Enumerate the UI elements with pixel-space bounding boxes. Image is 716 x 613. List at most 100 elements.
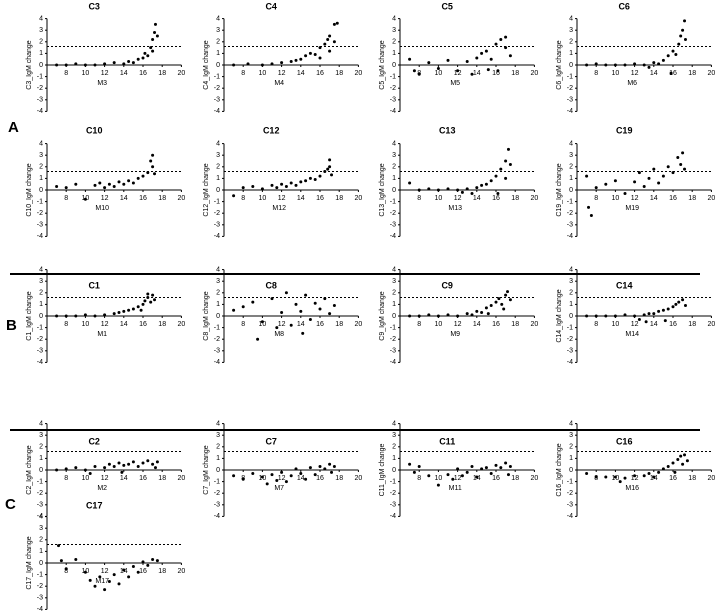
y-tick-label: 3 xyxy=(569,432,573,439)
y-tick-label: 0 xyxy=(392,467,396,474)
data-point xyxy=(93,183,97,187)
y-tick-label: 1 xyxy=(39,548,43,555)
y-tick-label: -4 xyxy=(37,513,43,520)
x-tick-label: 20 xyxy=(708,70,716,77)
y-axis-label: C6_IgM change xyxy=(556,40,563,90)
data-point xyxy=(417,72,421,76)
data-point xyxy=(299,309,303,313)
x-axis-label: M12 xyxy=(272,205,286,212)
y-tick-label: 0 xyxy=(392,313,396,320)
data-point xyxy=(633,62,637,66)
data-point xyxy=(151,165,155,169)
data-point xyxy=(304,477,308,481)
x-tick-label: 8 xyxy=(241,321,245,328)
data-point xyxy=(502,307,506,311)
y-tick-label: -2 xyxy=(390,85,396,92)
data-point xyxy=(136,570,140,574)
data-point xyxy=(55,63,59,67)
y-tick-label: 0 xyxy=(216,187,220,194)
y-axis-label: C17_IgM change xyxy=(26,536,33,589)
y-tick-label: 3 xyxy=(216,278,220,285)
data-point xyxy=(280,61,284,65)
data-point xyxy=(151,293,155,297)
data-point xyxy=(647,312,651,316)
data-point xyxy=(470,313,474,317)
data-point xyxy=(83,468,87,472)
x-tick-label: 8 xyxy=(64,568,68,575)
x-tick-label: 16 xyxy=(492,70,500,77)
y-tick-label: -2 xyxy=(390,210,396,217)
data-point xyxy=(465,312,469,316)
data-point xyxy=(506,290,510,294)
chart-title: C16 xyxy=(616,436,633,446)
y-axis-label: C10_IgM change xyxy=(26,163,33,216)
data-point xyxy=(146,459,150,463)
data-point xyxy=(241,186,245,190)
data-point xyxy=(470,465,474,469)
data-point xyxy=(136,305,140,309)
data-point xyxy=(260,320,264,324)
data-point xyxy=(323,297,327,301)
data-point xyxy=(604,475,608,479)
data-point xyxy=(587,205,591,209)
data-point xyxy=(683,304,687,308)
data-point xyxy=(679,454,683,458)
chart-title: C13 xyxy=(439,125,456,135)
data-point xyxy=(141,56,145,60)
data-point xyxy=(122,309,126,313)
x-tick-label: 14 xyxy=(120,475,128,482)
data-point xyxy=(127,462,131,466)
data-point xyxy=(284,480,288,484)
data-point xyxy=(613,314,617,318)
x-tick-label: 20 xyxy=(531,475,539,482)
x-tick-label: 16 xyxy=(669,70,677,77)
data-point xyxy=(673,470,677,474)
data-point xyxy=(499,167,503,171)
x-tick-label: 20 xyxy=(355,321,363,328)
data-point xyxy=(604,314,608,318)
data-point xyxy=(141,461,145,465)
data-point xyxy=(117,180,121,184)
data-point xyxy=(408,57,412,61)
data-point xyxy=(74,314,78,318)
y-axis-label: C3_IgM change xyxy=(26,40,33,90)
data-point xyxy=(504,293,508,297)
x-tick-label: 10 xyxy=(612,195,620,202)
x-tick-label: 16 xyxy=(669,475,677,482)
data-point xyxy=(141,560,145,564)
data-point xyxy=(149,159,153,163)
y-tick-label: -4 xyxy=(567,108,573,115)
data-point xyxy=(143,299,147,303)
data-point xyxy=(107,462,111,466)
data-point xyxy=(663,319,667,323)
data-point xyxy=(127,179,131,183)
data-point xyxy=(408,314,412,318)
data-point xyxy=(652,167,656,171)
y-tick-label: 2 xyxy=(216,39,220,46)
data-point xyxy=(246,62,250,66)
data-point xyxy=(417,314,421,318)
y-tick-label: 4 xyxy=(569,140,573,147)
y-tick-label: 4 xyxy=(39,140,43,147)
data-point xyxy=(657,309,661,313)
data-point xyxy=(671,305,675,309)
data-point xyxy=(270,297,274,301)
x-tick-label: 20 xyxy=(178,70,186,77)
data-point xyxy=(93,314,97,318)
data-point xyxy=(470,191,474,195)
chart-title: C3 xyxy=(88,1,100,11)
data-point xyxy=(153,22,157,26)
data-point xyxy=(275,478,279,482)
data-point xyxy=(153,298,157,302)
data-point xyxy=(127,308,131,312)
y-tick-label: 3 xyxy=(392,278,396,285)
y-tick-label: 0 xyxy=(216,467,220,474)
x-tick-label: 12 xyxy=(278,475,286,482)
y-tick-label: 3 xyxy=(39,525,43,532)
data-point xyxy=(112,185,116,189)
data-point xyxy=(589,214,593,218)
y-tick-label: 3 xyxy=(216,432,220,439)
data-point xyxy=(652,312,656,316)
x-tick-label: 16 xyxy=(669,321,677,328)
